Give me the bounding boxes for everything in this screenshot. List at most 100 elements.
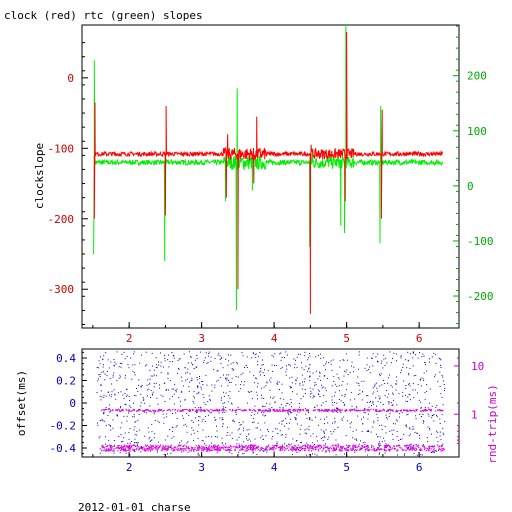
offset-point (416, 433, 418, 435)
roundtrip-point (355, 410, 358, 412)
roundtrip-point (137, 410, 139, 412)
offset-point (151, 365, 153, 367)
offset-point (164, 360, 166, 362)
roundtrip-point (151, 446, 153, 448)
offset-point (262, 414, 264, 416)
offset-point (323, 395, 325, 397)
offset-point (331, 385, 333, 387)
roundtrip-point (412, 445, 414, 447)
roundtrip-point (303, 445, 305, 447)
offset-point (171, 361, 173, 363)
roundtrip-point (116, 409, 119, 411)
offset-point (414, 444, 416, 446)
roundtrip-point (309, 444, 312, 446)
offset-point (219, 355, 221, 357)
roundtrip-point (304, 444, 306, 446)
offset-point (386, 362, 388, 364)
offset-point (137, 442, 139, 443)
roundtrip-point (251, 446, 253, 448)
offset-point (245, 438, 247, 440)
offset-point (167, 435, 169, 437)
offset-point (231, 403, 233, 405)
roundtrip-point (383, 448, 385, 450)
roundtrip-point (209, 448, 211, 450)
roundtrip-point (256, 447, 258, 449)
offset-point (306, 454, 308, 456)
offset-point (105, 407, 107, 409)
offset-point (304, 429, 306, 431)
offset-point (324, 423, 325, 425)
offset-point (298, 449, 299, 450)
offset-point (368, 406, 370, 408)
roundtrip-point (361, 446, 363, 448)
offset-point (309, 379, 311, 381)
offset-point (221, 442, 223, 444)
offset-point (214, 384, 216, 386)
offset-point (304, 432, 306, 434)
offset-point (102, 420, 104, 422)
roundtrip-point (405, 449, 407, 451)
offset-point (287, 402, 289, 404)
roundtrip-point (438, 445, 440, 447)
offset-point (332, 411, 334, 413)
offset-point (242, 355, 244, 357)
offset-point (424, 407, 426, 409)
roundtrip-point (404, 445, 406, 447)
roundtrip-point (160, 444, 162, 446)
offset-point (314, 382, 316, 383)
roundtrip-point (328, 409, 331, 411)
roundtrip-point (388, 449, 390, 451)
roundtrip-point (109, 450, 111, 452)
offset-point (276, 443, 278, 444)
offset-point (336, 408, 338, 410)
roundtrip-point (396, 445, 398, 447)
offset-point (407, 359, 409, 361)
offset-point (392, 393, 394, 395)
offset-point (135, 395, 137, 397)
roundtrip-point (376, 450, 378, 452)
offset-point (144, 402, 146, 404)
offset-point (134, 450, 135, 452)
roundtrip-point (195, 410, 198, 412)
offset-point (299, 353, 301, 355)
roundtrip-point (279, 446, 281, 448)
roundtrip-point (224, 449, 227, 451)
offset-point (221, 419, 223, 421)
offset-point (396, 420, 398, 422)
roundtrip-point (170, 410, 172, 412)
roundtrip-point (219, 410, 221, 412)
offset-point (352, 449, 354, 451)
offset-point (414, 432, 416, 434)
roundtrip-point (337, 409, 339, 411)
offset-point (253, 352, 254, 354)
offset-point (259, 352, 261, 353)
roundtrip-point (385, 449, 387, 451)
offset-point (422, 443, 424, 445)
roundtrip-point (389, 446, 391, 448)
offset-point (322, 440, 324, 442)
roundtrip-point (138, 448, 140, 450)
roundtrip-point (272, 445, 274, 447)
offset-point (299, 433, 301, 435)
roundtrip-point (101, 446, 103, 448)
roundtrip-point (266, 446, 268, 448)
offset-point (377, 361, 379, 363)
offset-point (325, 429, 327, 431)
roundtrip-point (279, 448, 281, 450)
offset-point (99, 419, 101, 421)
roundtrip-point (160, 449, 162, 451)
offset-point (385, 414, 387, 416)
offset-point (164, 354, 166, 356)
roundtrip-point (367, 449, 369, 451)
roundtrip-point (162, 445, 164, 447)
roundtrip-point (341, 409, 343, 411)
roundtrip-point (325, 409, 327, 411)
offset-point (110, 396, 112, 398)
roundtrip-point (265, 448, 267, 450)
offset-point (309, 355, 311, 357)
offset-point (428, 402, 430, 404)
roundtrip-point (139, 447, 141, 449)
offset-point (379, 442, 381, 444)
roundtrip-point (153, 447, 155, 449)
offset-point (432, 415, 434, 417)
